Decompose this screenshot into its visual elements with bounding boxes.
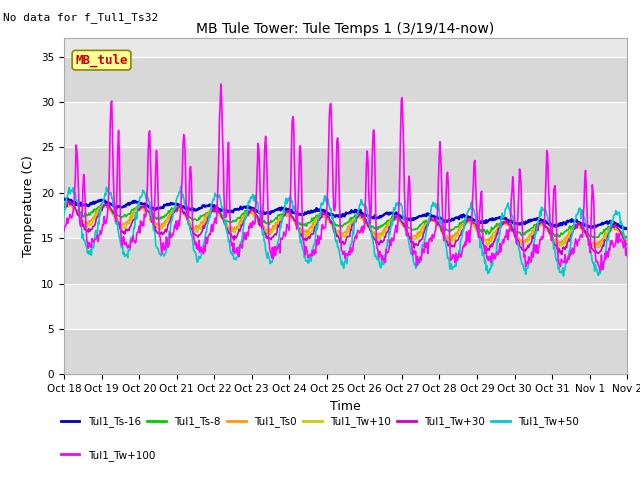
Bar [64, 102, 627, 147]
Bar [64, 57, 627, 102]
Y-axis label: Temperature (C): Temperature (C) [22, 156, 35, 257]
X-axis label: Time: Time [330, 400, 361, 413]
Bar [64, 193, 627, 238]
Bar [64, 238, 627, 284]
Legend: Tul1_Ts-16, Tul1_Ts-8, Tul1_Ts0, Tul1_Tw+10, Tul1_Tw+30, Tul1_Tw+50: Tul1_Ts-16, Tul1_Ts-8, Tul1_Ts0, Tul1_Tw… [56, 412, 584, 432]
Bar [64, 284, 627, 329]
Text: MB_tule: MB_tule [76, 53, 128, 67]
Bar [64, 329, 627, 374]
Text: No data for f_Tul1_Ts32: No data for f_Tul1_Ts32 [3, 12, 159, 23]
Bar [64, 147, 627, 193]
Legend: Tul1_Tw+100: Tul1_Tw+100 [56, 446, 159, 465]
Title: MB Tule Tower: Tule Temps 1 (3/19/14-now): MB Tule Tower: Tule Temps 1 (3/19/14-now… [196, 22, 495, 36]
